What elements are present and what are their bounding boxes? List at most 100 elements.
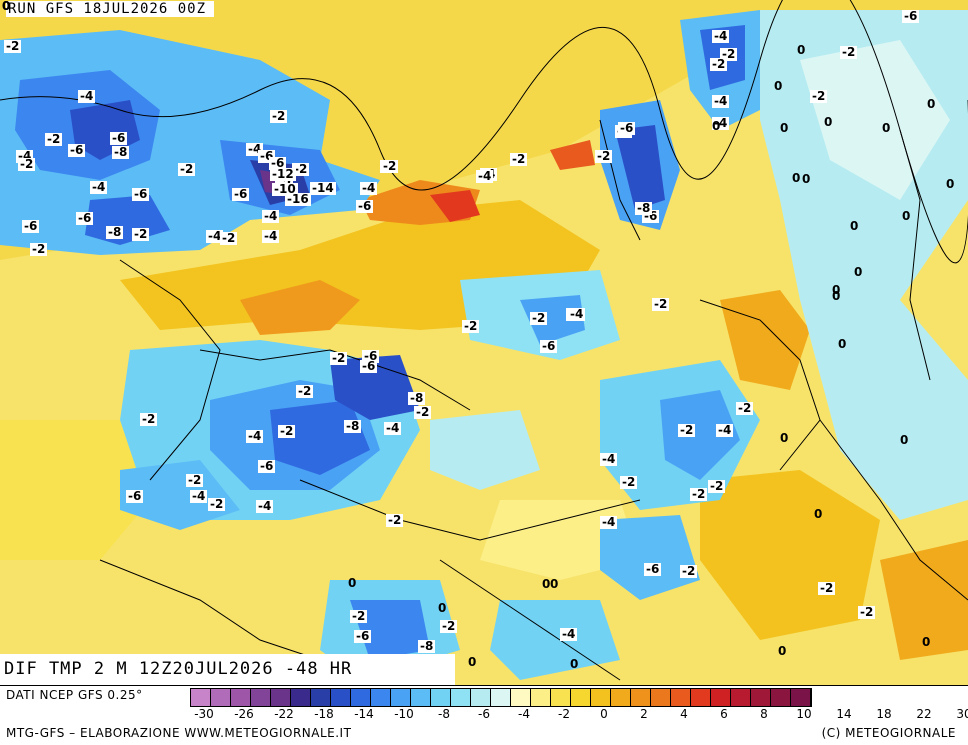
contour-label: 0 [838, 337, 847, 351]
variable-title: DIF TMP 2 M 12Z20JUL2026 -48 HR [0, 654, 455, 685]
contour-label: -8 [344, 419, 362, 433]
contour-label: 0 [902, 209, 911, 223]
contour-label: 0 [824, 115, 833, 129]
color-bar-swatch [771, 689, 791, 706]
color-bar-tick-label: 14 [836, 707, 852, 721]
contour-label: 0 [850, 219, 859, 233]
contour-label: -4 [600, 452, 618, 466]
color-bar-swatch [271, 689, 291, 706]
contour-label: -2 [292, 162, 310, 176]
contour-label: -2 [708, 479, 726, 493]
color-bar-swatch [791, 689, 811, 706]
contour-label: -2 [720, 47, 738, 61]
contour-label: -2 [296, 384, 314, 398]
color-bar-tick-label: 22 [916, 707, 932, 721]
color-bar-swatch [431, 689, 451, 706]
contour-label: 0 [438, 601, 447, 615]
color-bar-swatch [671, 689, 691, 706]
contour-label: -6 [644, 562, 662, 576]
color-bar-swatch [411, 689, 431, 706]
contour-label: -2 [530, 311, 548, 325]
contour-label: -6 [232, 187, 250, 201]
contour-label: 0 [550, 577, 559, 591]
contour-label: -6 [356, 199, 374, 213]
contour-label: -10 [272, 182, 298, 196]
contour-label: -4 [712, 94, 730, 108]
contour-label: -6 [362, 349, 380, 363]
contour-label: -4 [190, 489, 208, 503]
color-bar-tick-label: -8 [438, 707, 450, 721]
contour-label: -6 [540, 339, 558, 353]
contour-label: -4 [568, 307, 586, 321]
contour-label: -4 [716, 423, 734, 437]
color-bar-swatch [491, 689, 511, 706]
contour-label: -6 [618, 121, 636, 135]
contour-label: -4 [262, 209, 280, 223]
contour-label: -2 [381, 159, 399, 173]
footer-credit: MTG-GFS – ELABORAZIONE WWW.METEOGIORNALE… [6, 726, 352, 740]
contour-label: -2 [350, 609, 368, 623]
contour-label: -8 [106, 225, 124, 239]
color-bar-swatch [291, 689, 311, 706]
color-bar-swatch [251, 689, 271, 706]
color-bar-tick-label: 0 [600, 707, 608, 721]
contour-label: -6 [360, 359, 378, 373]
contour-label: 0 [832, 283, 841, 297]
contour-label: -6 [22, 219, 40, 233]
contour-label: -2 [462, 319, 480, 333]
run-title: RUN GFS 18JUL2026 00Z [6, 1, 215, 17]
color-bar-ticks: -30 -26 -22 -18 -14 -10 -8 -6 -4 -2 0 2 4 6 8 10 14 18 22 3… [190, 707, 968, 723]
color-bar-tick-label: 10 [796, 707, 812, 721]
contour-label: 0 [900, 433, 909, 447]
contour-label: -12 [270, 167, 296, 181]
contour-label: -4 [206, 229, 224, 243]
color-bar-tick-label: 6 [720, 707, 728, 721]
contour-label: 0 [774, 79, 783, 93]
color-bar-tick-label: -22 [274, 707, 294, 721]
contour-label: 0 [468, 655, 477, 669]
color-bar-tick-label: -26 [234, 707, 254, 721]
contour-label: -4 [712, 116, 730, 130]
contour-label: -4 [256, 499, 274, 513]
contour-label: -2 [386, 513, 404, 527]
color-bar-tick-label: -14 [354, 707, 374, 721]
color-bar [190, 688, 812, 707]
contour-label: -6 [354, 629, 372, 643]
contour-label: 0 [780, 431, 789, 445]
contour-label: -14 [310, 181, 336, 195]
contour-label: 0 [814, 507, 823, 521]
contour-label: 0 [542, 577, 551, 591]
color-bar-swatch [391, 689, 411, 706]
contour-label: -8 [408, 391, 426, 405]
contour-label: -2 [30, 242, 48, 256]
color-bar-swatch [551, 689, 571, 706]
color-bar-swatch [571, 689, 591, 706]
color-bar-swatch [751, 689, 771, 706]
legend: DATI NCEP GFS 0.25° -30 -26 -22 -18 -14 -10 -8… [0, 686, 968, 745]
contour-label: -2 [178, 162, 196, 176]
color-bar-swatch [311, 689, 331, 706]
color-bar-swatch [591, 689, 611, 706]
contour-label: -4 [262, 229, 280, 243]
contour-label: -4 [712, 29, 730, 43]
footer-copyright: (C) METEOGIORNALE [821, 726, 956, 740]
contour-label: -2 [270, 109, 288, 123]
contour-label: -2 [736, 401, 754, 415]
contour-label: -6 [269, 156, 287, 170]
color-bar-tick-label: 30 [956, 707, 968, 721]
color-bar-tick-label: -6 [478, 707, 490, 721]
contour-label: -2 [18, 157, 36, 171]
color-bar-swatch [471, 689, 491, 706]
contour-label: -4 [600, 515, 618, 529]
contour-label: -4 [246, 429, 264, 443]
contour-label: -4 [78, 89, 96, 103]
color-bar-swatch [691, 689, 711, 706]
contour-label: -2 [810, 89, 828, 103]
contour-label: -2 [140, 412, 158, 426]
contour-label: -2 [818, 581, 836, 595]
contour-label: -8 [112, 145, 130, 159]
contour-label: -2 [4, 39, 22, 53]
temperature-anomaly-map: RUN GFS 18JUL2026 00Z -2-4-2-2-4-6-4-2-2… [0, 0, 968, 686]
contour-label: 0 [832, 289, 841, 303]
